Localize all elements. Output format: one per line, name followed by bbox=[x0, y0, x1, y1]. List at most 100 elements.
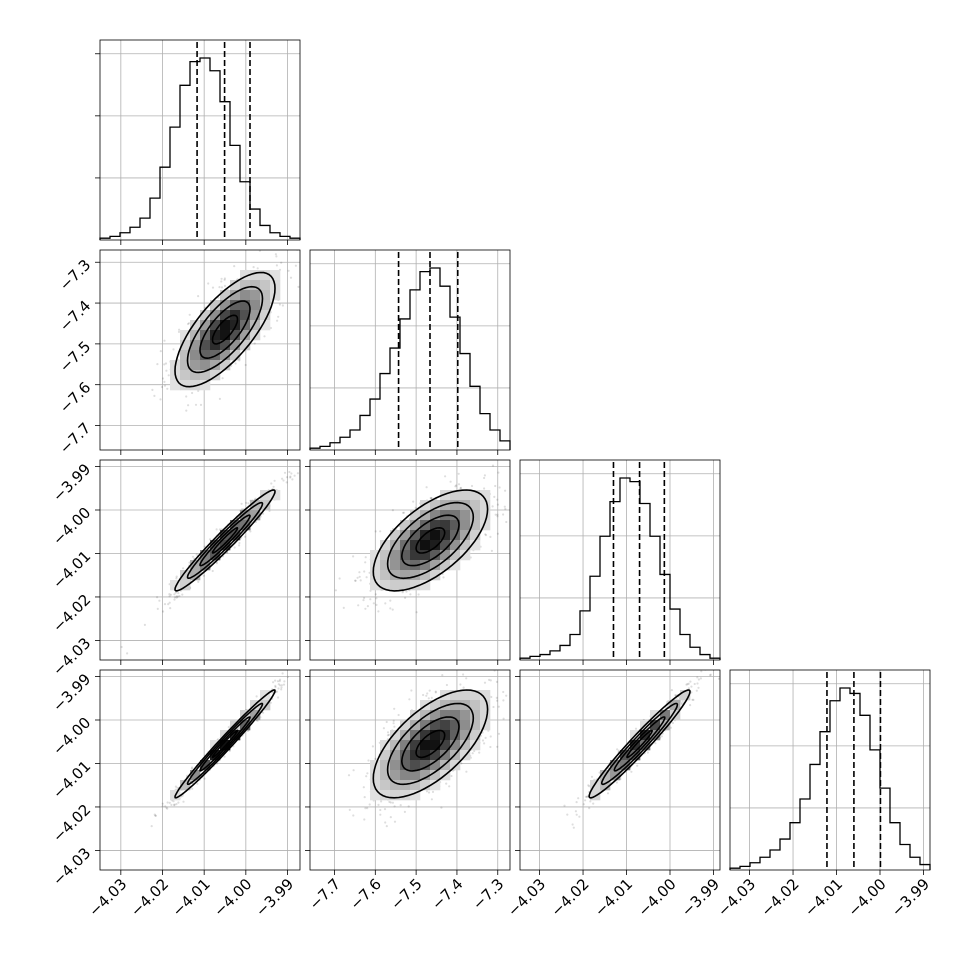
sample-point bbox=[391, 801, 394, 804]
density-cell bbox=[470, 500, 481, 511]
histogram-panel-1 bbox=[309, 249, 511, 455]
sample-point bbox=[168, 593, 171, 596]
density-cell bbox=[260, 310, 271, 321]
y-tick-label: −4.01 bbox=[49, 757, 94, 802]
density-cell bbox=[220, 320, 231, 331]
sample-point bbox=[249, 530, 252, 533]
sample-point bbox=[385, 825, 388, 828]
density-cell bbox=[460, 550, 471, 561]
density-cell bbox=[460, 720, 471, 731]
sample-point bbox=[272, 681, 275, 684]
contour-level-0 bbox=[626, 729, 654, 759]
density-cell bbox=[250, 270, 261, 281]
density-cell bbox=[270, 490, 281, 501]
density-cell bbox=[180, 580, 191, 591]
density-cell bbox=[680, 690, 691, 701]
sample-point bbox=[670, 689, 674, 692]
density-cell bbox=[410, 760, 421, 771]
sample-point bbox=[241, 508, 244, 511]
density-cell bbox=[270, 270, 281, 281]
sample-point bbox=[177, 330, 181, 333]
contour-level-3 bbox=[174, 489, 276, 592]
sample-point bbox=[252, 266, 255, 269]
sample-point bbox=[399, 804, 402, 807]
density-cell bbox=[240, 310, 251, 321]
sample-point bbox=[175, 577, 178, 580]
density-cell bbox=[230, 350, 241, 361]
histogram-frame-0 bbox=[99, 39, 301, 241]
sample-point bbox=[489, 745, 492, 749]
sample-point bbox=[163, 380, 166, 383]
sample-point bbox=[372, 602, 375, 605]
sample-point bbox=[288, 470, 291, 474]
sample-point bbox=[159, 350, 162, 353]
sample-point bbox=[575, 801, 578, 804]
density-cell bbox=[380, 570, 391, 581]
sample-point bbox=[494, 513, 497, 516]
density-cell bbox=[400, 560, 411, 571]
density-cell bbox=[470, 730, 481, 741]
sample-point bbox=[377, 803, 380, 807]
sample-point bbox=[354, 579, 357, 582]
histogram-panel-0 bbox=[95, 39, 301, 245]
density-cell bbox=[440, 490, 451, 501]
sample-point bbox=[634, 727, 638, 730]
sample-point bbox=[430, 497, 433, 500]
sample-point bbox=[430, 497, 433, 500]
density-cell bbox=[180, 330, 191, 341]
sample-point bbox=[177, 592, 180, 595]
density-cell bbox=[390, 790, 401, 801]
density-cell bbox=[430, 760, 441, 771]
contour-level-0 bbox=[415, 729, 446, 759]
density-cell bbox=[380, 770, 391, 781]
sample-point bbox=[483, 476, 486, 480]
sample-point bbox=[227, 726, 230, 729]
density-cell bbox=[410, 740, 421, 751]
density-cell bbox=[460, 510, 471, 521]
sample-point bbox=[281, 672, 284, 675]
sample-point bbox=[363, 796, 366, 799]
density-cell bbox=[480, 490, 491, 501]
sample-point bbox=[166, 387, 169, 390]
density-cell bbox=[420, 520, 431, 531]
sample-point bbox=[457, 483, 461, 486]
sample-point bbox=[197, 580, 200, 584]
sample-point bbox=[238, 544, 241, 547]
sample-point bbox=[317, 650, 319, 652]
density-cell bbox=[250, 320, 261, 331]
density-cell bbox=[470, 520, 481, 531]
sample-point bbox=[182, 567, 185, 570]
density-frame bbox=[519, 669, 721, 871]
x-tick-label: −7.3 bbox=[469, 875, 507, 913]
sample-point bbox=[700, 670, 703, 673]
density-cell bbox=[430, 780, 441, 791]
density-cell bbox=[590, 790, 601, 801]
sample-point bbox=[273, 479, 276, 482]
sample-point bbox=[393, 820, 397, 823]
sample-point bbox=[246, 729, 249, 733]
density-cell bbox=[470, 490, 481, 501]
sample-point bbox=[496, 745, 499, 748]
histogram-frame-1 bbox=[309, 249, 511, 451]
sample-point bbox=[303, 454, 305, 456]
sample-point bbox=[188, 313, 191, 316]
density-cell bbox=[660, 710, 671, 721]
density-cell bbox=[460, 520, 471, 531]
density-cell bbox=[390, 770, 401, 781]
sample-point bbox=[717, 677, 720, 680]
density-cell bbox=[460, 740, 471, 751]
sample-point bbox=[374, 757, 377, 761]
sample-point bbox=[709, 673, 712, 676]
sample-point bbox=[483, 742, 486, 745]
density-cell bbox=[180, 780, 191, 791]
sample-point bbox=[282, 479, 285, 482]
sample-point bbox=[386, 734, 389, 737]
contour-level-1 bbox=[400, 716, 460, 772]
sample-point bbox=[402, 511, 406, 514]
sample-point bbox=[375, 597, 378, 600]
density-cell bbox=[400, 760, 411, 771]
density-cell bbox=[390, 540, 401, 551]
sample-point bbox=[431, 790, 435, 794]
sample-point bbox=[368, 803, 371, 806]
sample-point bbox=[163, 339, 166, 342]
